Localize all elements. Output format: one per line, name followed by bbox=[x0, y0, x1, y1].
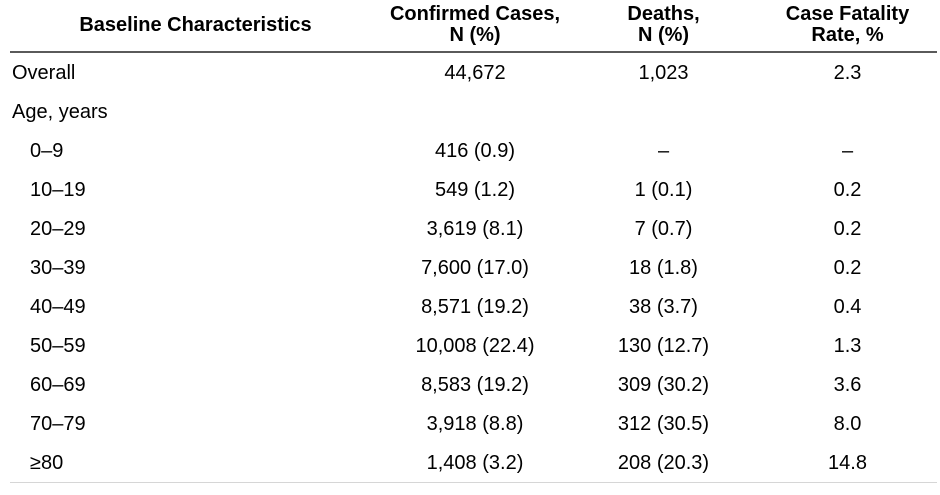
confirmed-cases-value: 7,600 (17.0) bbox=[421, 256, 529, 279]
cfr-value: 0.2 bbox=[833, 256, 862, 279]
deaths-value: 1,023 bbox=[638, 61, 689, 84]
table-row-age-0-9: 0–9 416 (0.9) – – bbox=[10, 131, 937, 170]
confirmed-cases-value: 3,619 (8.1) bbox=[426, 217, 524, 240]
deaths-value: 18 (1.8) bbox=[629, 256, 698, 279]
row-label: Age, years bbox=[12, 100, 108, 123]
confirmed-cases-value bbox=[381, 92, 569, 131]
table-row-age-20-29: 20–29 3,619 (8.1) 7 (0.7) 0.2 bbox=[10, 209, 937, 248]
confirmed-cases-value: 8,583 (19.2) bbox=[421, 373, 529, 396]
row-label: 20–29 bbox=[30, 217, 86, 240]
deaths-value: 7 (0.7) bbox=[634, 217, 693, 240]
deaths-value: 312 (30.5) bbox=[617, 412, 710, 435]
cfr-value: 8.0 bbox=[833, 412, 862, 435]
table-row-overall: Overall 44,672 1,023 2.3 bbox=[10, 52, 937, 92]
confirmed-cases-value: 549 (1.2) bbox=[434, 178, 516, 201]
col-header-baseline-characteristics: Baseline Characteristics bbox=[10, 0, 381, 53]
header-row: Baseline Characteristics Confirmed Cases… bbox=[10, 0, 937, 53]
cfr-value: 3.6 bbox=[833, 373, 862, 396]
col-header-confirmed-cases: Confirmed Cases, N (%) bbox=[381, 0, 569, 53]
row-label: 60–69 bbox=[30, 373, 86, 396]
table-row-age-40-49: 40–49 8,571 (19.2) 38 (3.7) 0.4 bbox=[10, 287, 937, 326]
deaths-value: 208 (20.3) bbox=[617, 451, 710, 474]
cfr-value: 1.3 bbox=[833, 334, 862, 357]
row-label: 0–9 bbox=[30, 139, 64, 162]
cfr-value: 2.3 bbox=[833, 61, 862, 84]
row-label: 40–49 bbox=[30, 295, 86, 318]
table-row-age-10-19: 10–19 549 (1.2) 1 (0.1) 0.2 bbox=[10, 170, 937, 209]
baseline-characteristics-table: Baseline Characteristics Confirmed Cases… bbox=[10, 0, 937, 483]
row-label: 50–59 bbox=[30, 334, 86, 357]
cfr-value: 14.8 bbox=[828, 451, 867, 474]
col-header-case-fatality-rate: Case Fatality Rate, % bbox=[758, 0, 937, 53]
confirmed-cases-value: 1,408 (3.2) bbox=[426, 451, 524, 474]
cfr-value: 0.2 bbox=[833, 178, 862, 201]
cfr-value: 0.2 bbox=[833, 217, 862, 240]
deaths-value bbox=[569, 92, 758, 131]
table-row-age-60-69: 60–69 8,583 (19.2) 309 (30.2) 3.6 bbox=[10, 365, 937, 404]
row-label: ≥80 bbox=[30, 451, 64, 474]
confirmed-cases-value: 3,918 (8.8) bbox=[426, 412, 524, 435]
deaths-value: 130 (12.7) bbox=[617, 334, 710, 357]
confirmed-cases-value: 416 (0.9) bbox=[434, 139, 516, 162]
deaths-value: 1 (0.1) bbox=[634, 178, 693, 201]
deaths-value: 309 (30.2) bbox=[617, 373, 710, 396]
confirmed-cases-value: 10,008 (22.4) bbox=[415, 334, 535, 357]
deaths-value: – bbox=[657, 139, 670, 162]
cfr-value: – bbox=[841, 139, 854, 162]
col-header-deaths: Deaths, N (%) bbox=[569, 0, 758, 53]
confirmed-cases-value: 8,571 (19.2) bbox=[421, 295, 529, 318]
confirmed-cases-value: 44,672 bbox=[444, 61, 506, 84]
row-label: 30–39 bbox=[30, 256, 86, 279]
deaths-value: 38 (3.7) bbox=[629, 295, 698, 318]
table-row-age-50-59: 50–59 10,008 (22.4) 130 (12.7) 1.3 bbox=[10, 326, 937, 365]
row-label: Overall bbox=[12, 61, 76, 84]
row-label: 70–79 bbox=[30, 412, 86, 435]
table-row-age-80-plus: ≥80 1,408 (3.2) 208 (20.3) 14.8 bbox=[10, 443, 937, 483]
table-row-age-30-39: 30–39 7,600 (17.0) 18 (1.8) 0.2 bbox=[10, 248, 937, 287]
table-row-age-70-79: 70–79 3,918 (8.8) 312 (30.5) 8.0 bbox=[10, 404, 937, 443]
row-label: 10–19 bbox=[30, 178, 86, 201]
cfr-value bbox=[758, 92, 937, 131]
cfr-value: 0.4 bbox=[833, 295, 862, 318]
table-row-age-section: Age, years bbox=[10, 92, 937, 131]
